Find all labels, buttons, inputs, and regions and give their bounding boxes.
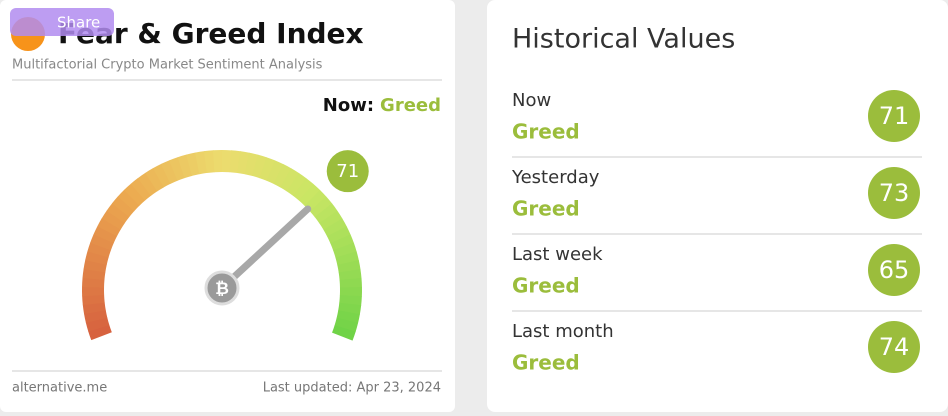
gauge-segment <box>126 198 132 204</box>
gauge-segment <box>345 320 347 328</box>
gauge-segment <box>271 171 279 175</box>
row-label: Last month <box>512 321 614 342</box>
gauge-segment <box>132 192 138 198</box>
row-value: 71 <box>879 102 910 130</box>
history-title: Historical Values <box>512 24 735 55</box>
gauge-segment <box>239 162 248 163</box>
share-label[interactable]: Share <box>57 14 100 32</box>
row-label: Yesterday <box>511 167 600 188</box>
gauge-segment <box>350 271 351 280</box>
row-class: Greed <box>512 120 580 144</box>
gauge-segment <box>348 263 350 272</box>
gauge-segment <box>337 231 341 239</box>
gauge-segment <box>189 163 198 165</box>
gauge-segment <box>96 254 98 262</box>
gauge-segment <box>342 328 345 336</box>
gauge-segment <box>95 312 97 321</box>
gauge-segment <box>343 247 346 255</box>
gauge-segment <box>107 224 111 232</box>
row-class: Greed <box>512 351 580 375</box>
gauge-segment <box>166 170 174 174</box>
gauge-segment <box>278 174 286 178</box>
row-label: Last week <box>512 244 603 265</box>
gauge-segment <box>255 165 263 168</box>
gauge-segment <box>111 217 116 224</box>
gauge-segment <box>230 161 239 162</box>
now-line: Now: Greed <box>323 95 441 116</box>
row-class: Greed <box>512 197 580 221</box>
subtitle: Multifactorial Crypto Market Sentiment A… <box>12 58 323 73</box>
value-label: 71 <box>336 161 359 182</box>
row-label: Now <box>512 90 551 111</box>
footer-source: alternative.me <box>12 381 107 396</box>
gauge-segment <box>340 239 343 247</box>
gauge-segment <box>347 312 349 321</box>
gauge-segment <box>286 178 293 183</box>
footer-updated: Last updated: Apr 23, 2024 <box>263 381 441 396</box>
gauge-segment <box>104 231 108 239</box>
gauge-segment <box>205 161 214 162</box>
gauge-segment <box>300 187 307 192</box>
row-value: 73 <box>879 179 910 207</box>
gauge-segment <box>318 204 324 211</box>
gauge-segment <box>312 198 318 204</box>
gauge-segment <box>328 217 333 224</box>
gauge-segment <box>97 320 99 328</box>
gauge-segment <box>99 328 102 336</box>
gauge-segment <box>101 238 104 246</box>
gauge-segment <box>158 174 166 178</box>
gauge-segment <box>93 270 94 279</box>
gauge-segment <box>181 165 189 167</box>
gauge-segment <box>263 168 271 171</box>
row-class: Greed <box>512 274 580 298</box>
now-label: Now: <box>323 95 374 116</box>
gauge-segment <box>173 168 181 171</box>
gauge-segment <box>151 178 158 183</box>
gauge-segment <box>144 182 151 187</box>
gauge-segment <box>346 254 348 262</box>
gauge-segment <box>350 296 351 305</box>
gauge-segment <box>93 295 94 304</box>
gauge-segment <box>197 162 206 163</box>
gauge-segment <box>98 246 101 254</box>
gauge-segment <box>333 224 337 232</box>
gauge-segment <box>293 182 300 187</box>
now-class: Greed <box>380 95 441 116</box>
gauge-segment <box>306 192 312 198</box>
gauge-segment <box>121 204 127 211</box>
hub-symbol: ₿ <box>215 279 229 299</box>
gauge-segment <box>94 262 96 271</box>
gauge-segment <box>323 210 328 217</box>
gauge-segment <box>94 304 95 313</box>
gauge-segment <box>349 304 350 313</box>
gauge-segment <box>247 163 256 165</box>
gauge-segment <box>116 210 121 217</box>
gauge-segment <box>138 187 145 192</box>
row-value: 65 <box>879 256 910 284</box>
row-value: 74 <box>879 333 910 361</box>
